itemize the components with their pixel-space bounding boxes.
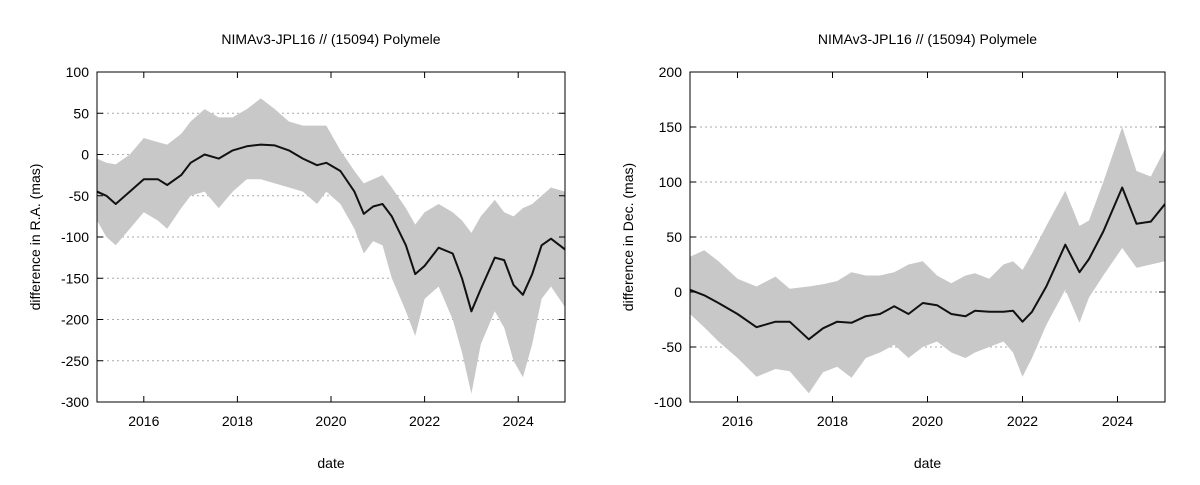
chart-panel-2: -100 -50 0 50 100 150 200 2016 2018 2020 2022 2024 N… [620,31,1166,471]
x-tick-label: 2022 [1007,413,1038,429]
x-tick-label: 2018 [222,413,253,429]
y-tick-label: 150 [659,119,683,135]
y-tick-label: -150 [61,270,89,286]
x-tick-label: 2022 [409,413,440,429]
y-tick-label: -50 [69,188,89,204]
y-tick-label: -300 [61,394,89,410]
series-line [97,143,565,313]
y-tick-label: -250 [61,353,89,369]
y-tick-label: 200 [659,64,683,80]
y-tick-label: -100 [61,229,89,245]
y-tick-label: 0 [81,147,89,163]
y-axis-label: difference in R.A. (mas) [27,164,43,311]
y-tick-label: 50 [73,105,89,121]
x-axis-label: date [317,455,344,471]
chart-panel-1: -300 -250 -200 -150 -100 -50 0 50 100 2016 2018 202… [27,31,566,471]
uncertainty-band [690,127,1165,394]
y-tick-label: 0 [674,284,682,300]
y-tick-label: -50 [662,339,682,355]
y-tick-label: 100 [66,64,90,80]
y-tick-label: 50 [666,229,682,245]
y-tick-label: 100 [659,174,683,190]
x-axis-label: date [914,455,941,471]
chart-title: NIMAv3-JPL16 // (15094) Polymele [818,31,1037,47]
x-tick-label: 2024 [1102,413,1133,429]
series-line [690,186,1165,341]
x-tick-label: 2020 [315,413,346,429]
x-tick-label: 2024 [503,413,534,429]
x-tick-label: 2018 [817,413,848,429]
y-tick-label: -200 [61,312,89,328]
y-tick-label: -100 [654,394,682,410]
y-axis-label: difference in Dec. (mas) [620,163,636,311]
chart-title: NIMAv3-JPL16 // (15094) Polymele [221,31,440,47]
x-tick-label: 2016 [128,413,159,429]
uncertainty-band [97,98,565,394]
x-tick-label: 2020 [912,413,943,429]
x-tick-label: 2016 [722,413,753,429]
